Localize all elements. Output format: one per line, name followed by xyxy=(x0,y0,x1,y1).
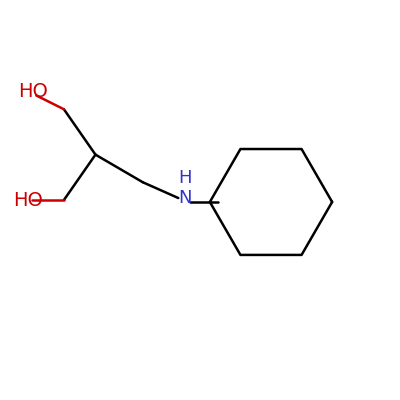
Text: H: H xyxy=(179,169,192,187)
Text: HO: HO xyxy=(18,82,48,101)
Text: HO: HO xyxy=(13,190,42,210)
Text: N: N xyxy=(179,189,192,207)
